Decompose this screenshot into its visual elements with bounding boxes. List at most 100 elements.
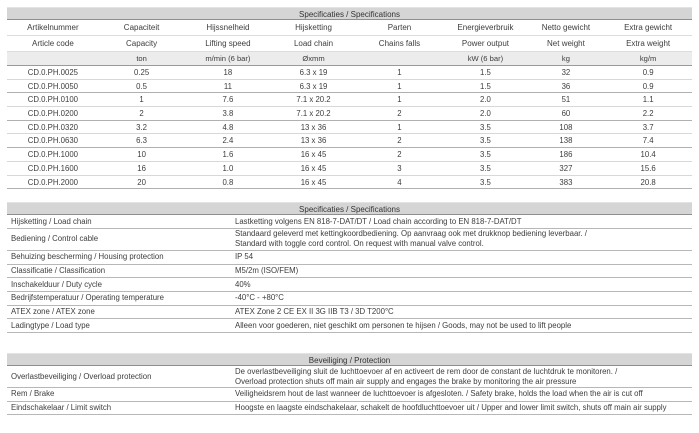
value-line: Standaard geleverd met kettingkoordbedie… — [235, 229, 587, 239]
column-header: Artikelnummer — [27, 23, 79, 32]
cell: 0.9 — [642, 81, 654, 91]
cell: 10.4 — [640, 150, 656, 160]
table-row: Overlastbeveiliging / Overload protectio… — [7, 366, 692, 388]
cell: CD.0.PH.0320 — [27, 122, 79, 132]
column-header: m/min (6 bar) — [205, 54, 251, 63]
cell: 3.5 — [480, 136, 491, 146]
column-header: Hijsketting — [295, 23, 332, 32]
cell: 7.1 x 20.2 — [296, 95, 331, 105]
cell: CD.0.PH.0630 — [27, 136, 79, 146]
row-value: IP 54 — [235, 252, 692, 262]
cell: 1 — [397, 81, 402, 91]
cell: 2.0 — [480, 109, 491, 119]
column-header — [356, 52, 444, 65]
row-value: M5/2m (ISO/FEM) — [235, 266, 692, 276]
cell: 10 — [137, 150, 146, 160]
value-line: Overload protection shuts off main air s… — [235, 376, 577, 386]
cell: 327 — [559, 163, 573, 173]
column-header: kg — [561, 54, 570, 63]
column-header: Øxmm — [302, 54, 325, 63]
cell: 0.25 — [134, 68, 150, 77]
row-label: Overlastbeveiliging / Overload protectio… — [11, 371, 152, 381]
table-row: Bedrijfstemperatuur / Operating temperat… — [7, 292, 692, 306]
row-value: Alleen voor goederen, niet geschikt om p… — [235, 321, 692, 331]
cell: 108 — [559, 122, 573, 132]
row-label: Behuizing bescherming / Housing protecti… — [11, 252, 164, 262]
row-label: Rem / Brake — [11, 389, 55, 399]
column-header: Hijssnelheid — [206, 23, 250, 32]
cell: 18 — [223, 68, 233, 77]
table-row: CD.0.PH.0200 2 3.8 7.1 x 20.2 2 2.0 60 2.2 — [7, 107, 692, 121]
column-header: Parten — [387, 23, 412, 32]
cell: 1 — [397, 68, 402, 77]
row-label: Bedrijfstemperatuur / Operating temperat… — [11, 293, 164, 303]
value-line: Hoogste en laagste eindschakelaar, schak… — [235, 403, 667, 413]
cell: 15.6 — [640, 163, 656, 173]
row-value: Hoogste en laagste eindschakelaar, schak… — [235, 403, 692, 413]
column-header: Net weight — [547, 39, 585, 48]
cell: 383 — [559, 177, 573, 187]
cell: 3.8 — [222, 109, 234, 119]
protection-table: Beveiliging / Protection Overlastbeveili… — [7, 353, 692, 416]
cell: 4 — [397, 177, 402, 187]
cell: 1 — [397, 95, 402, 105]
cell: 2.0 — [480, 95, 491, 105]
column-header: Extra gewicht — [624, 23, 673, 32]
row-label: Classificatie / Classification — [11, 265, 106, 275]
header-row-english: Article code Capacity Lifting speed Load ch… — [7, 36, 692, 52]
value-line: Veiligheidsrem hout de last wanneer de l… — [235, 389, 643, 399]
cell: 1.5 — [480, 68, 491, 77]
protection-table-title: Beveiliging / Protection — [7, 353, 692, 366]
spacer — [7, 333, 692, 353]
cell: 13 x 36 — [300, 136, 327, 146]
value-line: 40% — [235, 279, 251, 289]
value-line: Alleen voor goederen, niet geschikt om p… — [235, 320, 572, 330]
spec-table: Specificaties / Specifications Artikelnu… — [7, 7, 692, 190]
cell: 2 — [139, 109, 144, 119]
cell: 3.2 — [136, 122, 148, 132]
cell: 2.4 — [222, 136, 234, 146]
column-header: Lifting speed — [205, 39, 251, 48]
row-label: Eindschakelaar / Limit switch — [11, 403, 112, 413]
cell: 0.8 — [222, 177, 234, 187]
row-value: Veiligheidsrem hout de last wanneer de l… — [235, 389, 692, 399]
cell: 1.1 — [642, 95, 654, 105]
value-line: Standard with toggle cord control. On re… — [235, 239, 484, 249]
protection-table-body: Overlastbeveiliging / Overload protectio… — [7, 366, 692, 416]
row-value: ATEX Zone 2 CE EX II 3G IIB T3 / 3D T200… — [235, 307, 692, 317]
cell: 3.5 — [480, 163, 491, 173]
cell: 1 — [397, 122, 402, 132]
column-header: Article code — [31, 39, 74, 48]
table-row: Behuizing bescherming / Housing protecti… — [7, 251, 692, 265]
cell: 2 — [397, 136, 402, 146]
value-line: De overlastbeveiliging sluit de luchttoe… — [235, 366, 618, 376]
details-table-title: Specificaties / Specifications — [7, 202, 692, 216]
cell: 1.6 — [222, 150, 234, 160]
table-row: CD.0.PH.1000 10 1.6 16 x 45 2 3.5 186 10.4 — [7, 148, 692, 162]
table-row: CD.0.PH.1600 16 1.0 16 x 45 3 3.5 327 15.6 — [7, 162, 692, 176]
cell: 1.5 — [480, 81, 491, 91]
cell: 2 — [397, 150, 402, 160]
row-label: Hijsketting / Load chain — [11, 216, 92, 226]
header-row-units: ton m/min (6 bar) Øxmm kW (6 bar) kg kg/m — [7, 52, 692, 66]
table-row: Bediening / Control cable Standaard gelev… — [7, 229, 692, 251]
header-row-dutch: Artikelnummer Capaciteit Hijssnelheid Hijsk… — [7, 20, 692, 36]
spec-sheet: Specificaties / Specifications Artikelnu… — [7, 7, 692, 416]
table-row: ATEX zone / ATEX zone ATEX Zone 2 CE EX I… — [7, 306, 692, 320]
cell: 3.7 — [642, 122, 654, 132]
row-label: ATEX zone / ATEX zone — [11, 306, 95, 316]
column-header: Load chain — [293, 39, 334, 48]
cell: 16 — [137, 163, 146, 173]
table-row: Eindschakelaar / Limit switch Hoogste en … — [7, 402, 692, 416]
cell: 36 — [561, 81, 571, 91]
row-value: Standaard geleverd met kettingkoordbedie… — [235, 229, 692, 249]
cell: 7.6 — [222, 95, 234, 105]
cell: 51 — [561, 95, 571, 105]
cell: 2 — [397, 109, 402, 119]
cell: 32 — [561, 68, 571, 77]
cell: 16 x 45 — [300, 163, 327, 173]
value-line: -40°C - +80°C — [235, 293, 284, 303]
cell: 186 — [559, 150, 573, 160]
table-row: CD.0.PH.0320 3.2 4.8 13 x 36 1 3.5 108 3.7 — [7, 121, 692, 135]
column-header: ton — [136, 54, 147, 63]
